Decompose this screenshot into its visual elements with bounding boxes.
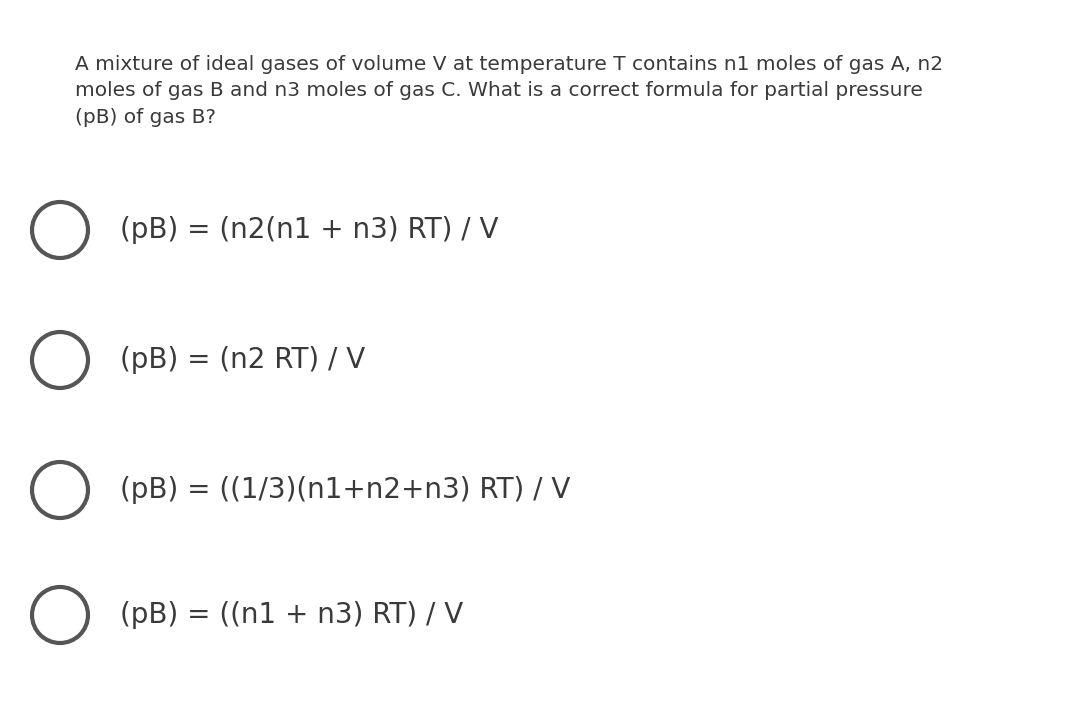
Text: (pB) = (n2(n1 + n3) RT) / V: (pB) = (n2(n1 + n3) RT) / V — [120, 216, 499, 244]
Text: A mixture of ideal gases of volume V at temperature T contains n1 moles of gas A: A mixture of ideal gases of volume V at … — [75, 55, 943, 127]
Text: (pB) = ((n1 + n3) RT) / V: (pB) = ((n1 + n3) RT) / V — [120, 601, 463, 629]
Text: (pB) = ((1/3)(n1+n2+n3) RT) / V: (pB) = ((1/3)(n1+n2+n3) RT) / V — [120, 476, 570, 504]
Text: (pB) = (n2 RT) / V: (pB) = (n2 RT) / V — [120, 346, 365, 374]
